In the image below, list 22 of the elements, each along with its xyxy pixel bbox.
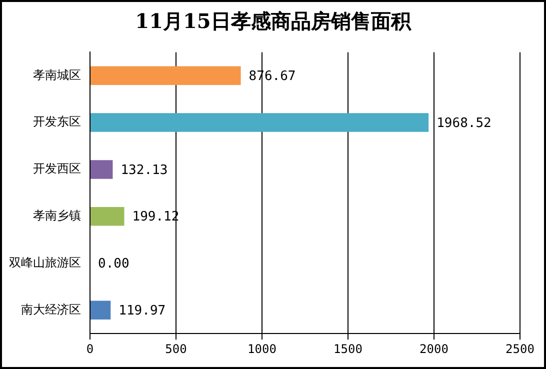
y-tick-label: 孝南城区 — [33, 68, 81, 82]
data-label: 1968.52 — [436, 116, 492, 131]
bar — [90, 300, 111, 320]
y-tick-label: 南大经济区 — [21, 302, 81, 316]
x-tick-label: 0 — [86, 342, 94, 356]
bar — [90, 160, 113, 179]
y-tick-label: 开发东区 — [33, 114, 81, 129]
x-tick-label: 2000 — [420, 342, 448, 356]
y-tick-label: 开发西区 — [33, 162, 81, 176]
y-tick-label: 孝南乡镇 — [33, 208, 81, 222]
y-tick-label: 双峰山旅游区 — [9, 255, 81, 270]
x-tick-label: 1000 — [248, 342, 276, 356]
data-label: 132.13 — [120, 162, 168, 178]
bar — [90, 66, 241, 86]
x-tick-label: 500 — [165, 342, 187, 356]
x-tick-label: 2500 — [506, 342, 534, 356]
x-tick-label: 1500 — [334, 342, 362, 356]
chart-title: 11月15日孝感商品房销售面积 — [134, 8, 412, 35]
bar — [90, 113, 429, 132]
data-label: 0.00 — [98, 256, 130, 272]
data-label: 119.97 — [118, 304, 166, 319]
bar — [90, 206, 124, 226]
